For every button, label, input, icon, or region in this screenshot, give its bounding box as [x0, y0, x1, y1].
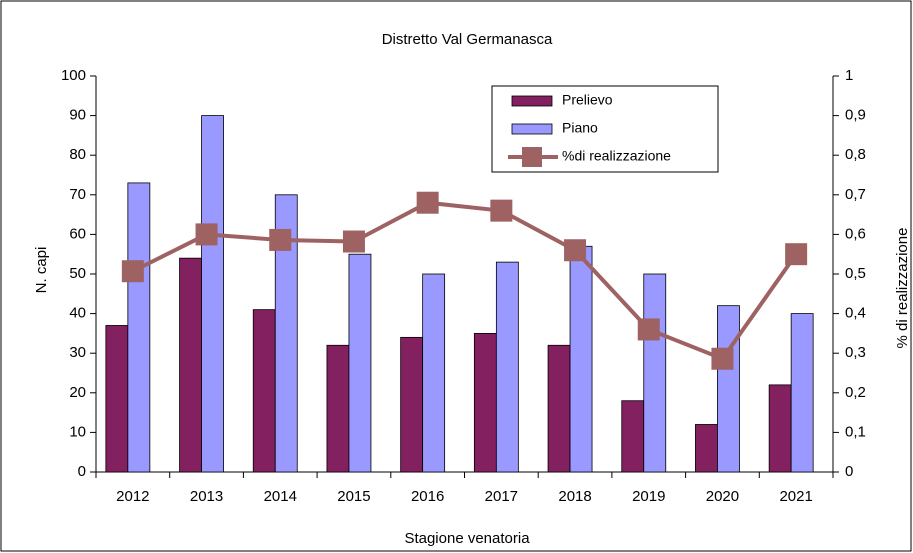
- bar: [179, 257, 202, 473]
- bar: [695, 424, 718, 473]
- y-axis-label: N. capi: [33, 247, 50, 294]
- bar: [569, 245, 593, 473]
- x-axis-label: Stagione venatoria: [404, 530, 530, 547]
- bar: [105, 325, 129, 473]
- legend-swatch: [511, 123, 553, 135]
- line-marker: [342, 230, 365, 253]
- bar: [643, 273, 667, 473]
- y2-tick-label: 0,6: [845, 225, 866, 242]
- line-marker: [416, 191, 439, 214]
- y-tick-label: 60: [69, 225, 86, 242]
- x-tick-label: 2016: [411, 488, 444, 505]
- x-tick-label: 2018: [558, 488, 591, 505]
- x-tick-label: 2019: [632, 488, 665, 505]
- bar: [348, 253, 372, 473]
- y2-axis-label: % di realizzazione: [894, 228, 911, 349]
- bar: [790, 313, 814, 473]
- y-tick-label: 80: [69, 146, 86, 163]
- legend-swatch: [511, 95, 553, 107]
- legend-label: %di realizzazione: [562, 148, 671, 164]
- x-tick-label: 2020: [706, 488, 739, 505]
- bar: [400, 336, 424, 473]
- y2-tick-label: 0,7: [845, 186, 866, 203]
- y2-tick-label: 0,5: [845, 265, 866, 282]
- y2-tick-label: 0,3: [845, 344, 866, 361]
- bar: [326, 344, 350, 473]
- y2-tick-label: 0,4: [845, 305, 866, 322]
- y-tick-label: 70: [69, 186, 86, 203]
- line-marker: [490, 199, 513, 222]
- x-tick-label: 2012: [116, 488, 149, 505]
- bar: [547, 344, 571, 473]
- y2-tick-label: 0,1: [845, 423, 866, 440]
- bar: [717, 305, 740, 473]
- chart-title: Distretto Val Germanasca: [382, 31, 553, 48]
- x-tick-label: 2021: [779, 488, 812, 505]
- bar: [621, 400, 645, 473]
- line-marker: [121, 260, 144, 283]
- line-marker: [195, 223, 218, 246]
- y-tick-label: 20: [69, 384, 86, 401]
- y2-tick-label: 0: [845, 463, 853, 480]
- x-tick-label: 2013: [190, 488, 223, 505]
- y-tick-label: 40: [69, 305, 86, 322]
- line-marker: [711, 347, 734, 370]
- legend-marker: [522, 147, 542, 167]
- line-marker: [564, 239, 587, 262]
- y-tick-label: 30: [69, 344, 86, 361]
- legend-label: Prelievo: [562, 92, 613, 108]
- y2-tick-label: 0,9: [845, 107, 866, 124]
- y-tick-label: 100: [61, 67, 86, 84]
- legend-label: Piano: [562, 120, 598, 136]
- y-tick-label: 10: [69, 423, 86, 440]
- bar: [495, 261, 519, 473]
- x-tick-label: 2015: [337, 488, 370, 505]
- bar: [768, 384, 792, 473]
- y-tick-label: 0: [78, 463, 86, 480]
- line-marker: [637, 318, 660, 341]
- y2-tick-label: 1: [845, 67, 853, 84]
- bar: [473, 332, 497, 473]
- bar: [201, 115, 224, 473]
- y2-tick-label: 0,2: [845, 384, 866, 401]
- bar: [422, 273, 446, 473]
- bar: [252, 309, 276, 473]
- x-tick-label: 2014: [264, 488, 297, 505]
- bar: [127, 182, 151, 473]
- line: [131, 200, 798, 362]
- line-marker: [785, 243, 808, 266]
- line-marker: [269, 228, 292, 251]
- x-tick-label: 2017: [485, 488, 518, 505]
- y-tick-label: 90: [69, 107, 86, 124]
- y-tick-label: 50: [69, 265, 86, 282]
- y2-tick-label: 0,8: [845, 146, 866, 163]
- bar: [274, 194, 298, 473]
